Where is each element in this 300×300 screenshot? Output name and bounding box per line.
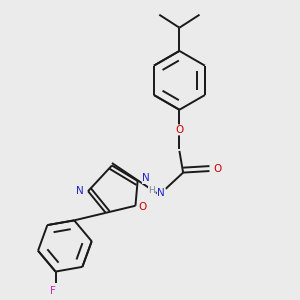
Text: O: O (175, 125, 184, 135)
Text: H: H (148, 186, 155, 195)
Text: N: N (157, 188, 165, 198)
Text: O: O (139, 202, 147, 212)
Text: N: N (76, 186, 83, 196)
Text: N: N (142, 173, 150, 184)
Text: O: O (213, 164, 221, 174)
Text: F: F (50, 286, 56, 296)
